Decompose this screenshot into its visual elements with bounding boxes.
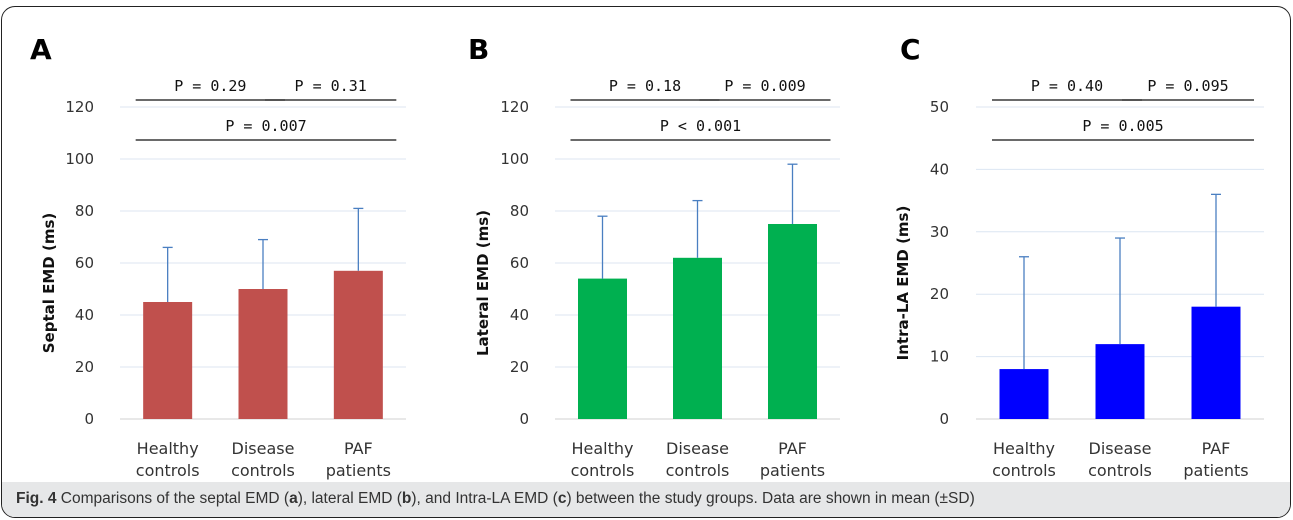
panel-a: A 0 20 40 60 80 100 120 Septal EMD (ms) Healthy co… <box>30 33 406 480</box>
bar <box>143 302 193 419</box>
y-tick-label: 0 <box>84 410 94 428</box>
panel-b: B 0 20 40 60 80 100 120 Lateral EMD (ms) Healthy c… <box>468 33 840 480</box>
y-tick-label: 80 <box>510 202 529 220</box>
y-tick-label: 100 <box>65 150 94 168</box>
y-tick-label: 120 <box>500 98 529 116</box>
x-category-label: controls <box>1088 461 1152 480</box>
caption-text: ) between the study groups. Data are sho… <box>566 490 975 507</box>
p-value-label: P = 0.18 <box>609 77 681 95</box>
y-tick-label: 100 <box>500 150 529 168</box>
x-category-label: PAF <box>1202 439 1231 458</box>
x-category-label: Disease <box>1089 439 1152 458</box>
panel-label: A <box>30 33 52 66</box>
caption-band <box>2 482 1290 517</box>
p-value-label: P = 0.40 <box>1031 77 1103 95</box>
panel-c: C 0 10 20 30 40 50 Intra-LA EMD (ms) Healthy cont… <box>894 33 1264 480</box>
x-category-label: controls <box>136 461 200 480</box>
y-axis-label: Intra-LA EMD (ms) <box>894 206 912 361</box>
p-value-label: P < 0.001 <box>660 117 741 135</box>
p-value-label: P = 0.009 <box>724 77 805 95</box>
y-axis-label: Septal EMD (ms) <box>40 213 58 354</box>
p-value-label: P = 0.31 <box>295 77 367 95</box>
x-category-label: patients <box>1183 461 1248 480</box>
panel-label: C <box>900 33 921 66</box>
y-tick-label: 20 <box>930 285 949 303</box>
y-tick-label: 30 <box>930 223 949 241</box>
x-category-label: PAF <box>778 439 807 458</box>
caption-text: ), lateral EMD ( <box>297 490 402 507</box>
y-tick-label: 60 <box>510 254 529 272</box>
caption-fig-label: Fig. 4 <box>16 490 57 507</box>
y-tick-label: 20 <box>75 358 94 376</box>
y-tick-label: 0 <box>519 410 529 428</box>
p-value-label: P = 0.29 <box>174 77 246 95</box>
p-value-label: P = 0.005 <box>1082 117 1163 135</box>
figure-frame: A 0 20 40 60 80 100 120 Septal EMD (ms) Healthy co… <box>1 6 1291 518</box>
bar <box>238 289 288 419</box>
caption-panel-ref: a <box>289 490 298 507</box>
bar <box>1191 306 1241 419</box>
x-category-label: Healthy <box>137 439 199 458</box>
y-tick-label: 50 <box>930 98 949 116</box>
y-tick-label: 20 <box>510 358 529 376</box>
y-tick-label: 40 <box>510 306 529 324</box>
x-category-label: patients <box>760 461 825 480</box>
x-category-label: controls <box>666 461 730 480</box>
panel-label: B <box>468 33 489 66</box>
x-category-label: controls <box>231 461 295 480</box>
bar <box>999 369 1049 419</box>
x-category-label: PAF <box>344 439 373 458</box>
y-tick-label: 0 <box>939 410 949 428</box>
y-tick-label: 40 <box>75 306 94 324</box>
x-category-label: Healthy <box>993 439 1055 458</box>
x-category-label: controls <box>571 461 635 480</box>
caption-panel-ref: c <box>557 490 567 507</box>
p-value-label: P = 0.007 <box>225 117 306 135</box>
y-tick-label: 10 <box>930 348 949 366</box>
x-category-label: patients <box>326 461 391 480</box>
y-tick-label: 120 <box>65 98 94 116</box>
caption-panel-ref: b <box>401 490 412 507</box>
y-tick-label: 80 <box>75 202 94 220</box>
y-axis-label: Lateral EMD (ms) <box>474 210 492 356</box>
p-value-label: P = 0.095 <box>1147 77 1228 95</box>
caption-body: Comparisons of the septal EMD (a), later… <box>56 490 975 507</box>
y-tick-label: 40 <box>930 160 949 178</box>
bar <box>1095 344 1145 419</box>
caption-text: ), and Intra-LA EMD ( <box>411 490 558 507</box>
figure-caption: Fig. 4 Comparisons of the septal EMD (a)… <box>16 490 975 508</box>
x-category-label: Disease <box>232 439 295 458</box>
bar <box>333 270 383 419</box>
bar <box>673 257 722 419</box>
y-tick-label: 60 <box>75 254 94 272</box>
bar <box>768 224 817 419</box>
bar <box>578 278 627 419</box>
x-category-label: Disease <box>666 439 729 458</box>
x-category-label: controls <box>992 461 1056 480</box>
x-category-label: Healthy <box>571 439 633 458</box>
caption-text: Comparisons of the septal EMD ( <box>56 490 290 507</box>
